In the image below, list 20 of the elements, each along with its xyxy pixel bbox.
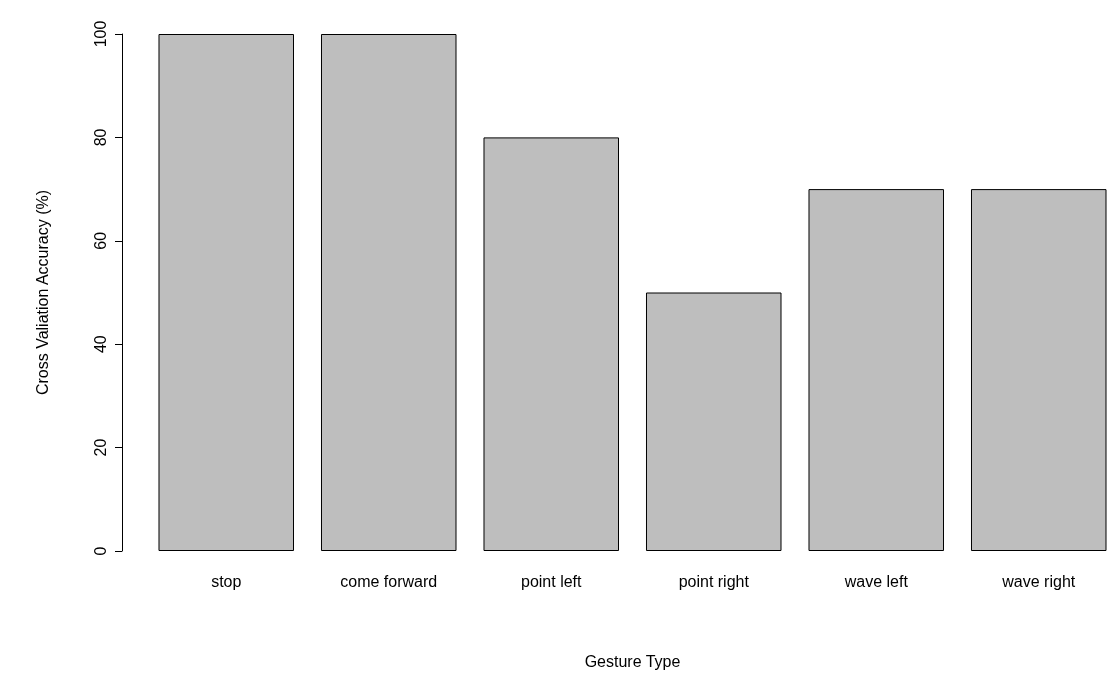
bar — [483, 137, 620, 551]
y-tick-label: 40 — [91, 335, 109, 354]
bar — [645, 292, 782, 551]
x-tick-label: wave left — [843, 572, 909, 590]
bar — [808, 189, 945, 551]
x-axis-title: Gesture Type — [584, 652, 681, 670]
bar — [320, 34, 457, 551]
y-tick-label: 20 — [91, 438, 109, 457]
bar — [158, 34, 295, 551]
y-tick-label: 60 — [91, 231, 109, 250]
y-axis-title: Cross Valiation Accuracy (%) — [33, 189, 51, 396]
y-tick-label: 80 — [91, 128, 109, 147]
x-tick-label: wave right — [1001, 572, 1076, 590]
bar — [970, 189, 1107, 551]
y-tick-label: 100 — [91, 20, 109, 48]
x-tick-label: come forward — [340, 572, 438, 590]
y-tick-label: 0 — [91, 546, 109, 556]
x-tick-label: stop — [211, 572, 242, 590]
x-tick-label: point left — [521, 572, 583, 590]
x-tick-label: point right — [678, 572, 750, 590]
